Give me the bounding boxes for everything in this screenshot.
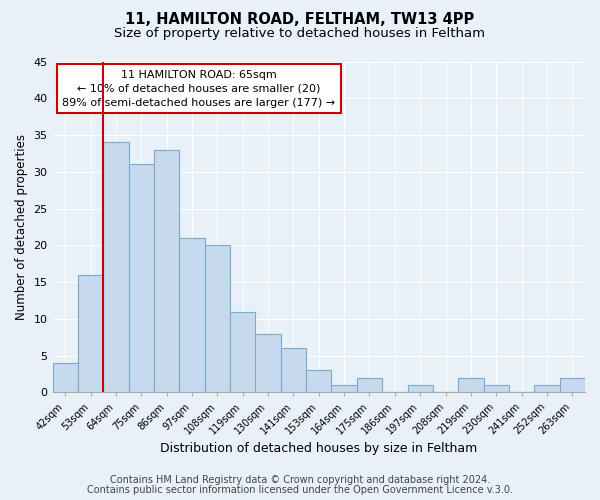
Bar [357,378,382,392]
Y-axis label: Number of detached properties: Number of detached properties [15,134,28,320]
Text: Contains HM Land Registry data © Crown copyright and database right 2024.: Contains HM Land Registry data © Crown c… [110,475,490,485]
Bar [331,385,357,392]
Text: 11, HAMILTON ROAD, FELTHAM, TW13 4PP: 11, HAMILTON ROAD, FELTHAM, TW13 4PP [125,12,475,28]
Bar [128,164,154,392]
Bar [281,348,306,393]
X-axis label: Distribution of detached houses by size in Feltham: Distribution of detached houses by size … [160,442,478,455]
Text: Size of property relative to detached houses in Feltham: Size of property relative to detached ho… [115,28,485,40]
Bar [256,334,281,392]
Bar [407,385,433,392]
Bar [53,363,78,392]
Bar [560,378,585,392]
Bar [78,275,103,392]
Bar [484,385,509,392]
Bar [458,378,484,392]
Bar [306,370,331,392]
Bar [103,142,128,392]
Bar [534,385,560,392]
Text: 11 HAMILTON ROAD: 65sqm
← 10% of detached houses are smaller (20)
89% of semi-de: 11 HAMILTON ROAD: 65sqm ← 10% of detache… [62,70,335,108]
Text: Contains public sector information licensed under the Open Government Licence v.: Contains public sector information licen… [87,485,513,495]
Bar [179,238,205,392]
Bar [205,246,230,392]
Bar [230,312,256,392]
Bar [154,150,179,392]
